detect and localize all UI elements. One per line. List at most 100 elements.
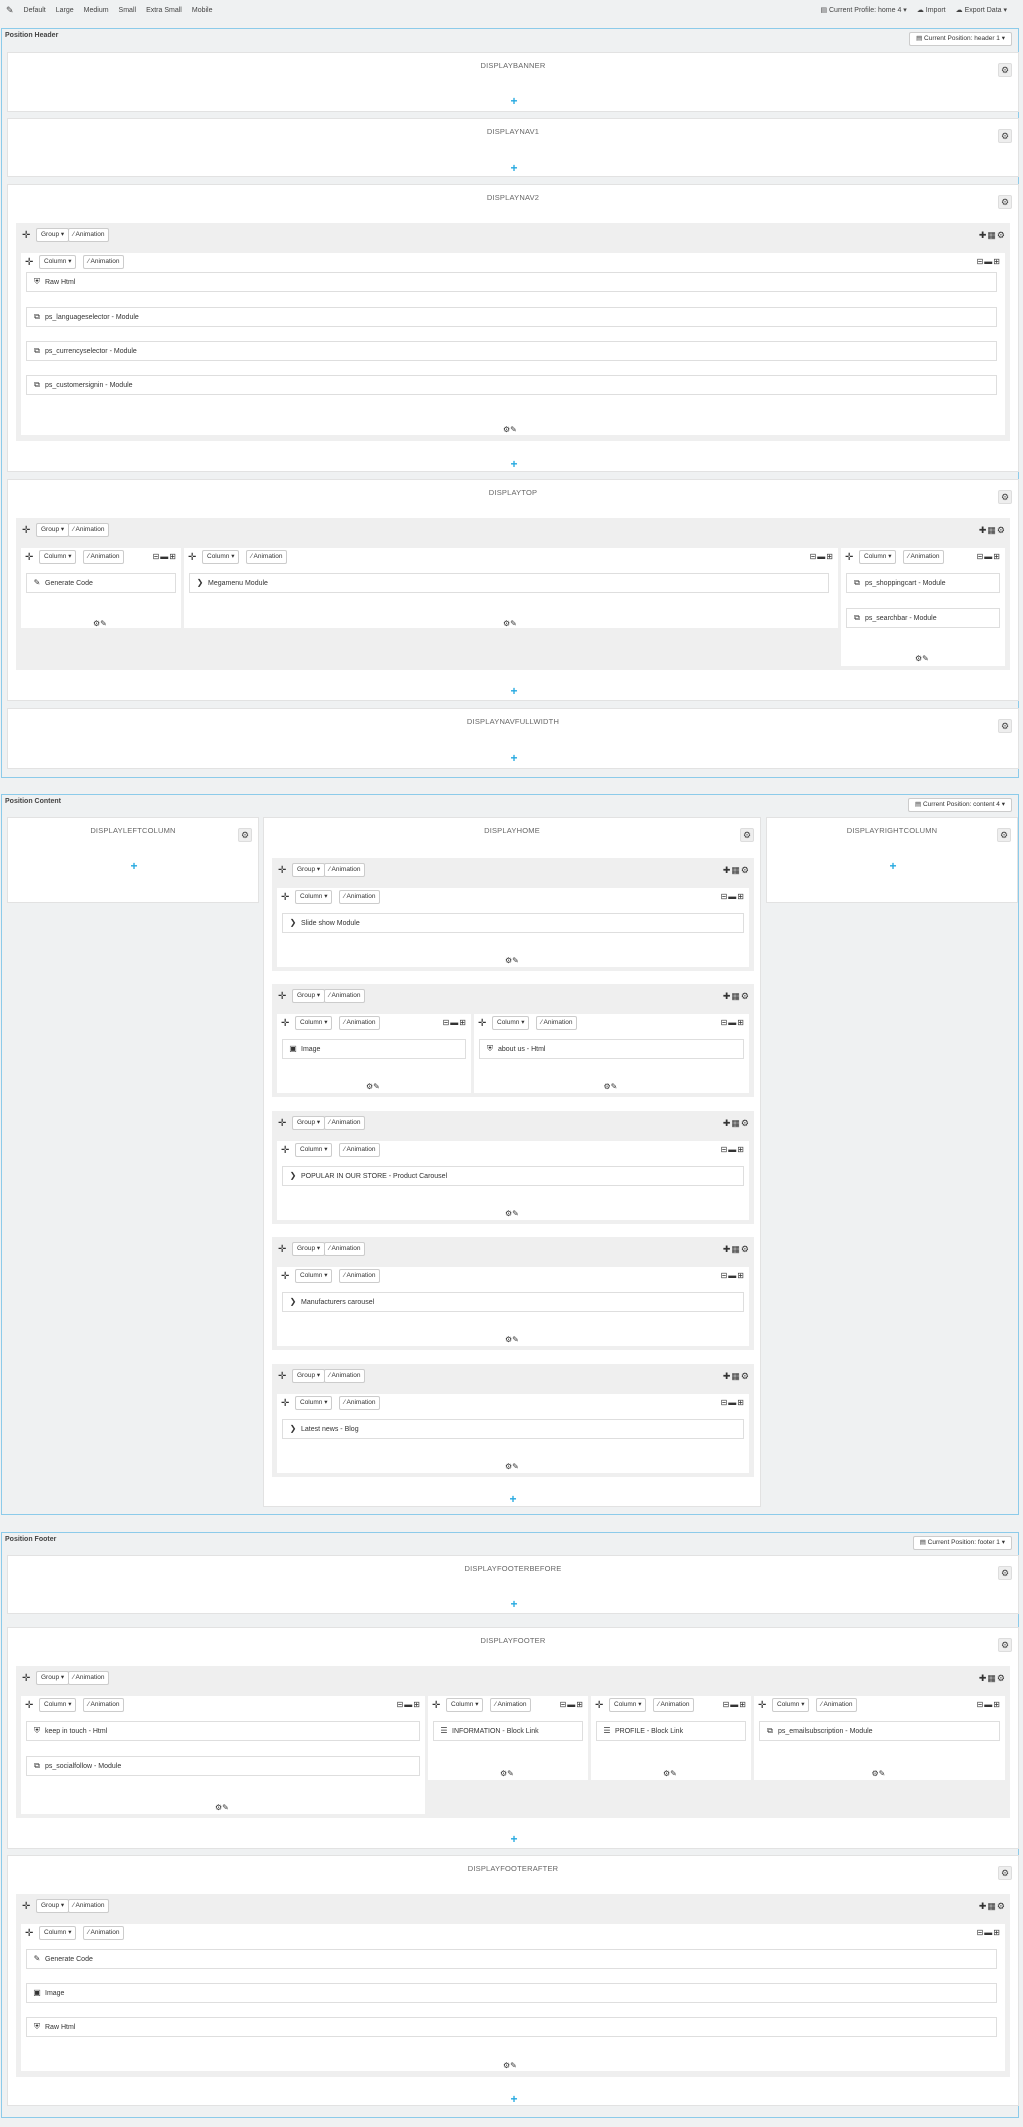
device-default[interactable]: Default [23, 6, 46, 14]
gear-icon[interactable]: ⚙ [998, 1638, 1012, 1652]
move-icon[interactable]: ✛ [758, 1700, 767, 1711]
move-icon[interactable]: ✛ [278, 865, 287, 876]
header-current-position-dropdown[interactable]: ▤ Current Position: header 1 ▾ [909, 32, 1012, 46]
module-item[interactable]: ⛨ Raw Html [26, 272, 997, 292]
plus-icon[interactable]: + [510, 751, 518, 765]
animation-button[interactable]: ⁄ Animation [339, 1016, 381, 1030]
move-icon[interactable]: ✛ [278, 1118, 287, 1129]
column-dropdown[interactable]: Column ▾ [295, 890, 333, 904]
device-mobile[interactable]: Mobile [191, 6, 213, 14]
animation-button[interactable]: ⁄ Animation [324, 1242, 366, 1256]
animation-button[interactable]: ⁄ Animation [68, 1899, 110, 1913]
column-edit-icon[interactable]: ⚙✎ [663, 1769, 677, 1778]
profile-dropdown[interactable]: ▤ Current Profile: home 4 ▾ [820, 7, 907, 14]
animation-button[interactable]: ⁄ Animation [83, 1698, 125, 1712]
column-edit-icon[interactable]: ⚙✎ [93, 619, 107, 628]
column-controls-icon[interactable]: ⊟▬⊞ [720, 1145, 745, 1154]
wand-icon[interactable]: ✎ [6, 4, 14, 15]
column-edit-icon[interactable]: ⚙✎ [215, 1803, 229, 1812]
gear-icon[interactable]: ⚙ [998, 129, 1012, 143]
move-icon[interactable]: ✛ [25, 1700, 34, 1711]
move-icon[interactable]: ✛ [188, 552, 197, 563]
group-controls-icon[interactable]: ✚▦⚙ [722, 1118, 750, 1128]
animation-button[interactable]: ⁄ Animation [490, 1698, 532, 1712]
animation-button[interactable]: ⁄ Animation [246, 550, 288, 564]
plus-icon[interactable]: + [130, 859, 138, 873]
module-item[interactable]: ⛨ about us - Html [479, 1039, 744, 1059]
module-item[interactable]: ⧉ ps_emailsubscription - Module [759, 1721, 1000, 1741]
column-controls-icon[interactable]: ⊟▬⊞ [442, 1018, 467, 1027]
column-dropdown[interactable]: Column ▾ [772, 1698, 810, 1712]
animation-button[interactable]: ⁄ Animation [653, 1698, 695, 1712]
column-edit-icon[interactable]: ⚙✎ [503, 2061, 517, 2070]
column-dropdown[interactable]: Column ▾ [295, 1269, 333, 1283]
gear-icon[interactable]: ⚙ [998, 490, 1012, 504]
animation-button[interactable]: ⁄ Animation [536, 1016, 578, 1030]
gear-icon[interactable]: ⚙ [998, 195, 1012, 209]
plus-icon[interactable]: + [510, 2092, 518, 2106]
animation-button[interactable]: ⁄ Animation [339, 1396, 381, 1410]
move-icon[interactable]: ✛ [281, 892, 290, 903]
move-icon[interactable]: ✛ [281, 1398, 290, 1409]
column-dropdown[interactable]: Column ▾ [295, 1143, 333, 1157]
module-item[interactable]: ⛨ Raw Html [26, 2017, 997, 2037]
module-item[interactable]: ⛨ keep in touch - Html [26, 1721, 420, 1741]
animation-button[interactable]: ⁄ Animation [324, 1116, 366, 1130]
animation-button[interactable]: ⁄ Animation [339, 1143, 381, 1157]
gear-icon[interactable]: ⚙ [998, 719, 1012, 733]
plus-icon[interactable]: + [510, 161, 518, 175]
column-edit-icon[interactable]: ⚙✎ [915, 654, 929, 663]
move-icon[interactable]: ✛ [845, 552, 854, 563]
column-edit-icon[interactable]: ⚙✎ [503, 425, 517, 434]
animation-button[interactable]: ⁄ Animation [68, 1671, 110, 1685]
group-dropdown[interactable]: Group ▾ [292, 1369, 326, 1383]
module-item[interactable]: ✎ Generate Code [26, 573, 176, 593]
animation-button[interactable]: ⁄ Animation [83, 255, 125, 269]
gear-icon[interactable]: ⚙ [238, 828, 252, 842]
column-controls-icon[interactable]: ⊟▬⊞ [720, 1018, 745, 1027]
column-controls-icon[interactable]: ⊟▬⊞ [396, 1700, 421, 1709]
column-edit-icon[interactable]: ⚙✎ [503, 619, 517, 628]
move-icon[interactable]: ✛ [25, 552, 34, 563]
module-item[interactable]: ⧉ ps_socialfollow - Module [26, 1756, 420, 1776]
module-item[interactable]: ⧉ ps_currencyselector - Module [26, 341, 997, 361]
column-dropdown[interactable]: Column ▾ [39, 1698, 77, 1712]
footer-current-position-dropdown[interactable]: ▤ Current Position: footer 1 ▾ [912, 1536, 1012, 1550]
device-extra-small[interactable]: Extra Small [146, 6, 182, 14]
plus-icon[interactable]: + [510, 1597, 518, 1611]
group-dropdown[interactable]: Group ▾ [292, 1242, 326, 1256]
move-icon[interactable]: ✛ [22, 230, 31, 241]
column-edit-icon[interactable]: ⚙✎ [505, 1209, 519, 1218]
import-button[interactable]: ☁ Import [916, 7, 946, 14]
module-item[interactable]: ⧉ ps_shoppingcart - Module [846, 573, 1000, 593]
move-icon[interactable]: ✛ [22, 1901, 31, 1912]
column-dropdown[interactable]: Column ▾ [295, 1016, 333, 1030]
module-item[interactable]: ☰ PROFILE - Block Link [596, 1721, 746, 1741]
group-controls-icon[interactable]: ✚▦⚙ [978, 230, 1006, 240]
column-edit-icon[interactable]: ⚙✎ [871, 1769, 886, 1778]
gear-icon[interactable]: ⚙ [998, 63, 1012, 77]
module-item[interactable]: ☰ INFORMATION - Block Link [433, 1721, 583, 1741]
animation-button[interactable]: ⁄ Animation [339, 1269, 381, 1283]
plus-icon[interactable]: + [510, 457, 518, 471]
column-dropdown[interactable]: Column ▾ [39, 255, 77, 269]
animation-button[interactable]: ⁄ Animation [903, 550, 945, 564]
column-edit-icon[interactable]: ⚙✎ [603, 1082, 618, 1091]
module-item[interactable]: ❯ POPULAR IN OUR STORE - Product Carousel [282, 1166, 744, 1186]
column-dropdown[interactable]: Column ▾ [202, 550, 240, 564]
device-medium[interactable]: Medium [83, 6, 109, 14]
device-large[interactable]: Large [55, 6, 74, 14]
column-controls-icon[interactable]: ⊟▬⊞ [976, 552, 1001, 561]
group-dropdown[interactable]: Group ▾ [36, 1899, 70, 1913]
gear-icon[interactable]: ⚙ [997, 828, 1011, 842]
group-dropdown[interactable]: Group ▾ [36, 1671, 70, 1685]
module-item[interactable]: ❯ Manufacturers carousel [282, 1292, 744, 1312]
column-dropdown[interactable]: Column ▾ [39, 1926, 77, 1940]
content-current-position-dropdown[interactable]: ▤ Current Position: content 4 ▾ [908, 798, 1012, 812]
gear-icon[interactable]: ⚙ [740, 828, 754, 842]
column-dropdown[interactable]: Column ▾ [39, 550, 77, 564]
column-edit-icon[interactable]: ⚙✎ [500, 1769, 514, 1778]
column-controls-icon[interactable]: ⊟▬⊞ [976, 257, 1001, 266]
plus-icon[interactable]: + [510, 1832, 518, 1846]
move-icon[interactable]: ✛ [22, 525, 31, 536]
